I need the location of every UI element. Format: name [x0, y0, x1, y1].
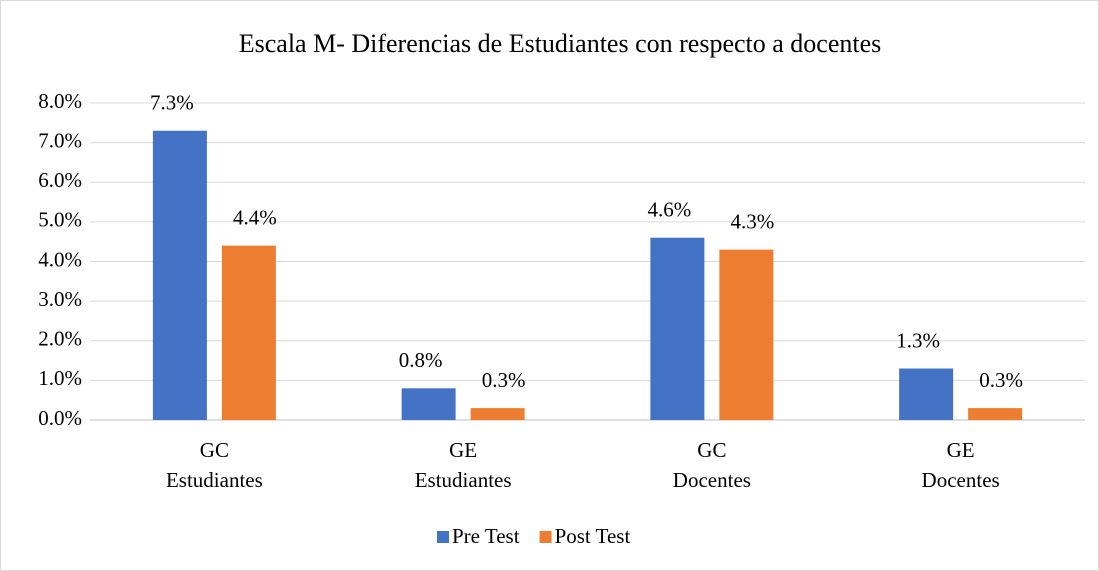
x-tick-label: GC: [697, 438, 726, 462]
x-tick-label: GE: [449, 438, 477, 462]
y-tick-label: 4.0%: [38, 247, 82, 271]
legend-swatch: [437, 531, 449, 543]
legend-label: Post Test: [555, 524, 631, 548]
data-label: 4.3%: [731, 209, 775, 233]
y-tick-label: 8.0%: [38, 89, 82, 113]
bar: [401, 388, 456, 420]
data-label: 0.8%: [399, 348, 443, 372]
x-tick-label: Estudiantes: [166, 468, 263, 492]
y-tick-label: 0.0%: [38, 406, 82, 430]
bar: [470, 408, 525, 420]
x-tick-label: GC: [200, 438, 229, 462]
y-tick-label: 5.0%: [38, 208, 82, 232]
bar: [719, 249, 774, 420]
x-tick-label: GE: [947, 438, 975, 462]
data-label: 0.3%: [482, 368, 526, 392]
legend-label: Pre Test: [452, 524, 520, 548]
y-tick-label: 6.0%: [38, 168, 82, 192]
bar: [221, 245, 276, 420]
data-label: 4.6%: [648, 198, 692, 222]
y-tick-label: 7.0%: [38, 128, 82, 152]
data-label: 0.3%: [979, 368, 1023, 392]
y-tick-label: 2.0%: [38, 327, 82, 351]
chart-title: Escala M- Diferencias de Estudiantes con…: [239, 29, 882, 58]
bar: [650, 237, 705, 420]
bar: [968, 408, 1023, 420]
y-tick-label: 1.0%: [38, 366, 82, 390]
y-tick-label: 3.0%: [38, 287, 82, 311]
data-label: 4.4%: [233, 205, 277, 229]
bar: [899, 368, 954, 420]
data-label: 7.3%: [150, 91, 194, 115]
bar: [152, 130, 207, 421]
x-tick-label: Docentes: [922, 468, 1000, 492]
legend-swatch: [539, 531, 552, 543]
data-label: 1.3%: [896, 328, 940, 352]
x-tick-label: Estudiantes: [415, 468, 512, 492]
x-tick-label: Docentes: [673, 468, 751, 492]
